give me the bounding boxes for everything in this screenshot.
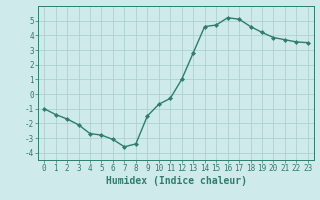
X-axis label: Humidex (Indice chaleur): Humidex (Indice chaleur): [106, 176, 246, 186]
